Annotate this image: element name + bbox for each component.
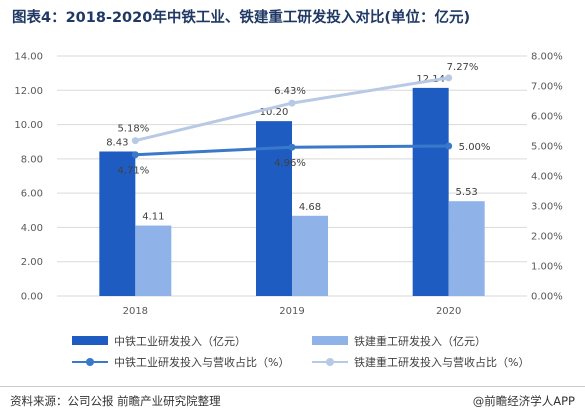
legend-item-line2: 铁建重工研发投入与营收占比（%） — [312, 354, 552, 370]
x-tick-label: 2019 — [279, 306, 304, 317]
line-value-label: 6.43% — [274, 86, 306, 97]
legend-label-line1: 中铁工业研发投入与营收占比（%） — [114, 355, 290, 369]
right-tick-label: 7.00% — [531, 82, 563, 93]
left-tick-label: 8.00 — [21, 154, 43, 165]
right-tick-label: 2.00% — [531, 232, 563, 243]
line-point — [288, 99, 296, 107]
legend-swatch-bar2 — [312, 336, 348, 345]
legend-swatch-bar1 — [72, 336, 108, 345]
legend-item-line1: 中铁工业研发投入与营收占比（%） — [72, 354, 312, 370]
legend-marker-line2 — [312, 357, 348, 367]
line-value-label: 4.96% — [274, 158, 306, 169]
legend-label-bar2: 铁建重工研发投入（亿元） — [354, 334, 486, 348]
footer: 资料来源：公司公报 前瞻产业研究院整理 @前瞻经济学人APP — [0, 386, 585, 416]
left-tick-label: 6.00 — [21, 189, 43, 200]
right-tick-label: 8.00% — [531, 52, 563, 63]
line-point — [131, 151, 139, 159]
right-tick-label: 0.00% — [531, 292, 563, 303]
line-value-label: 4.71% — [117, 166, 149, 177]
line-point — [445, 74, 453, 82]
legend-row-bars: 中铁工业研发投入（亿元） 铁建重工研发投入（亿元） — [72, 330, 552, 351]
bar-2019-tiejian — [292, 215, 328, 296]
bar-2018-tiejian — [135, 225, 172, 296]
legend-marker-line1 — [72, 357, 108, 367]
chart-legend: 中铁工业研发投入（亿元） 铁建重工研发投入（亿元） 中铁工业研发投入与营收占比（… — [72, 330, 552, 372]
left-tick-label: 2.00 — [21, 257, 43, 268]
right-tick-label: 4.00% — [531, 172, 563, 183]
bar-2020-tiejian — [448, 201, 485, 296]
brand-credit: @前瞻经济学人APP — [472, 394, 575, 408]
legend-item-bar1: 中铁工业研发投入（亿元） — [72, 333, 312, 349]
legend-label-line2: 铁建重工研发投入与营收占比（%） — [354, 355, 530, 369]
right-tick-label: 3.00% — [531, 202, 563, 213]
bar-value-label: 5.53 — [456, 187, 478, 198]
left-tick-label: 14.00 — [14, 52, 43, 63]
left-tick-label: 10.00 — [14, 120, 43, 131]
line-point — [131, 137, 139, 145]
line-value-label: 5.18% — [117, 124, 149, 135]
x-tick-label: 2020 — [436, 306, 461, 317]
bar-2019-zhongtie — [256, 121, 292, 297]
bar-value-label: 4.68 — [299, 202, 321, 213]
left-tick-label: 4.00 — [21, 223, 43, 234]
x-tick-label: 2018 — [123, 306, 148, 317]
source-note: 资料来源：公司公报 前瞻产业研究院整理 — [10, 394, 221, 408]
line-value-label: 7.27% — [447, 62, 479, 73]
bar-value-label: 4.11 — [142, 212, 164, 223]
line-value-label: 5.00% — [459, 142, 491, 153]
right-tick-label: 6.00% — [531, 112, 563, 123]
bar-value-label: 8.43 — [106, 137, 128, 148]
left-tick-label: 0.00 — [21, 292, 43, 303]
left-tick-label: 12.00 — [14, 86, 43, 97]
legend-row-lines: 中铁工业研发投入与营收占比（%） 铁建重工研发投入与营收占比（%） — [72, 351, 552, 372]
bar-2020-zhongtie — [412, 87, 449, 296]
bar-value-label: 10.20 — [260, 107, 289, 118]
right-tick-label: 5.00% — [531, 142, 563, 153]
legend-item-bar2: 铁建重工研发投入（亿元） — [312, 333, 552, 349]
line-point — [288, 143, 296, 151]
bar-2018-zhongtie — [99, 151, 136, 296]
line-point — [445, 142, 453, 150]
chart-plot: 0.00 2.00 4.00 6.00 8.00 10.00 12.00 14.00 0.00%… — [14, 52, 563, 318]
legend-label-bar1: 中铁工业研发投入（亿元） — [114, 334, 246, 348]
chart-title: 图表4：2018-2020年中铁工业、铁建重工研发投入对比(单位：亿元) — [12, 10, 471, 26]
right-tick-label: 1.00% — [531, 262, 563, 273]
